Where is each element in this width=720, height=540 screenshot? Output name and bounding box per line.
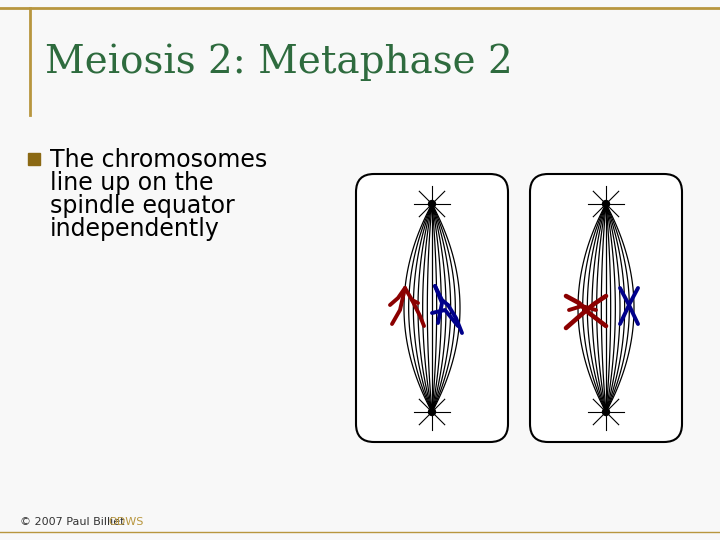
Text: independently: independently xyxy=(50,217,220,241)
FancyBboxPatch shape xyxy=(530,174,682,442)
Text: ODWS: ODWS xyxy=(108,517,143,527)
Circle shape xyxy=(603,408,610,415)
Text: line up on the: line up on the xyxy=(50,171,214,195)
Text: Meiosis 2: Metaphase 2: Meiosis 2: Metaphase 2 xyxy=(45,43,513,81)
Text: spindle equator: spindle equator xyxy=(50,194,235,218)
Circle shape xyxy=(428,408,436,415)
Text: © 2007 Paul Billiet: © 2007 Paul Billiet xyxy=(20,517,128,527)
FancyBboxPatch shape xyxy=(356,174,508,442)
Circle shape xyxy=(428,200,436,207)
Text: The chromosomes: The chromosomes xyxy=(50,148,267,172)
Bar xyxy=(28,153,40,165)
Circle shape xyxy=(603,200,610,207)
